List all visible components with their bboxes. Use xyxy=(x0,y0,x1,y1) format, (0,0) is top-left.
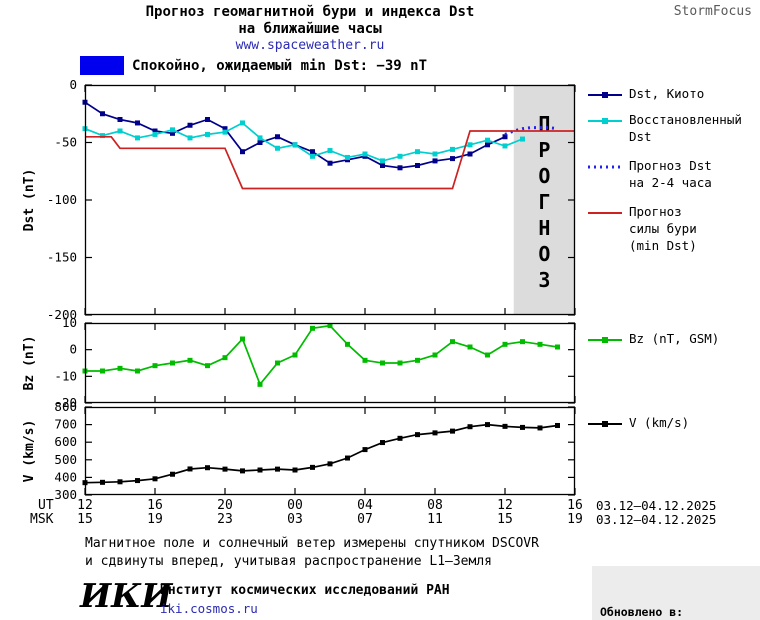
dscovr-note-line2: и сдвинуты вперед, учитывая распростране… xyxy=(85,554,492,569)
ut-tick-row: UT 03.12–04.12.2025 12 16 20 00 04 08 12 16 xyxy=(0,498,760,513)
legend-label-v: V (km/s) xyxy=(629,415,690,430)
x-tick-label: 20 xyxy=(217,498,233,513)
stormfocus-brand: StormFocus xyxy=(673,4,752,19)
x-tick-label: 15 xyxy=(497,512,513,527)
dst-kyoto-swatch-icon xyxy=(588,92,622,98)
x-tick-label: 04 xyxy=(357,498,373,513)
svg-text:400: 400 xyxy=(54,469,77,484)
svg-text:Bz (nT): Bz (nT) xyxy=(22,336,37,391)
svg-text:-20: -20 xyxy=(54,395,77,410)
dscovr-note-line1: Магнитное поле и солнечный ветер измерен… xyxy=(85,536,539,551)
legend-restored-dst: Восстановленный Dst xyxy=(588,112,742,146)
dst-plot: П Р О Г Н О З 0 -50 -100 -150 -200 Dst (nT) xyxy=(22,77,576,322)
iki-link[interactable]: iki.cosmos.ru xyxy=(160,601,258,616)
x-tick-label: 03 xyxy=(287,512,303,527)
svg-text:V (km/s): V (km/s) xyxy=(22,420,37,483)
svg-text:500: 500 xyxy=(54,452,77,467)
svg-text:-200: -200 xyxy=(47,307,77,322)
forecast-dst-swatch-icon xyxy=(588,165,622,169)
svg-text:Dst (nT): Dst (nT) xyxy=(22,169,37,232)
x-tick-label: 15 xyxy=(77,512,93,527)
x-tick-label: 23 xyxy=(217,512,233,527)
legend-dst-kyoto: Dst, Киото xyxy=(588,86,704,103)
x-tick-label: 11 xyxy=(427,512,443,527)
x-tick-label: 19 xyxy=(147,512,163,527)
svg-text:10: 10 xyxy=(62,315,77,330)
v-swatch-icon xyxy=(588,421,622,427)
x-tick-label: 12 xyxy=(77,498,93,513)
legend-label-dst-kyoto: Dst, Киото xyxy=(629,86,705,101)
svg-text:-150: -150 xyxy=(47,250,77,265)
legend-label-forecast-dst: Прогноз Dst на 2-4 часа xyxy=(629,158,712,190)
svg-text:-50: -50 xyxy=(54,135,77,150)
forecast-strength-swatch-icon xyxy=(588,212,622,214)
storm-level-swatch xyxy=(80,56,124,75)
x-tick-label: 16 xyxy=(147,498,163,513)
storm-level-label: Спокойно, ожидаемый min Dst: −39 nT xyxy=(132,58,428,74)
svg-text:-10: -10 xyxy=(54,368,77,383)
x-tick-label: 00 xyxy=(287,498,303,513)
institute-name: Институт космических исследований РАН xyxy=(160,583,450,598)
msk-tick-row: MSK 03.12–04.12.2025 15 19 23 03 07 11 15 19 xyxy=(0,512,760,527)
svg-text:600: 600 xyxy=(54,434,77,449)
ut-axis-label: UT xyxy=(38,498,54,513)
restored-dst-swatch-icon xyxy=(588,118,622,124)
ut-date-range: 03.12–04.12.2025 xyxy=(596,498,717,513)
svg-text:0: 0 xyxy=(69,77,77,92)
page-title-line1: Прогноз геомагнитной бури и индекса Dst xyxy=(145,4,475,20)
x-tick-label: 07 xyxy=(357,512,373,527)
legend-bz: Bz (nT, GSM) xyxy=(588,331,719,348)
v-plot: 800 700 600 500 400 300 V (km/s) xyxy=(22,399,576,502)
msk-axis-label: MSK xyxy=(30,512,54,527)
bz-swatch-icon xyxy=(588,337,622,343)
legend-label-bz: Bz (nT, GSM) xyxy=(629,331,720,346)
updated-box: Обновлено в: UT 12:05, 04.12.2025 MSK 15… xyxy=(592,566,760,620)
legend-v: V (km/s) xyxy=(588,415,689,432)
updated-title: Обновлено в: xyxy=(600,604,684,619)
legend-label-restored-dst: Восстановленный Dst xyxy=(629,112,742,144)
bz-plot: 10 0 -10 -20 Bz (nT) xyxy=(22,315,576,410)
x-tick-label: 12 xyxy=(497,498,513,513)
iki-logo: ИКИ xyxy=(80,576,173,615)
legend-forecast-strength: Прогноз силы бури (min Dst) xyxy=(588,204,697,255)
legend-forecast-dst: Прогноз Dst на 2-4 часа xyxy=(588,158,712,192)
page-title-line2: на ближайшие часы xyxy=(238,21,382,37)
x-tick-label: 19 xyxy=(567,512,583,527)
svg-text:700: 700 xyxy=(54,417,77,432)
svg-text:300: 300 xyxy=(54,487,77,502)
msk-date-range: 03.12–04.12.2025 xyxy=(596,512,717,527)
svg-text:-100: -100 xyxy=(47,192,77,207)
spaceweather-link[interactable]: www.spaceweather.ru xyxy=(235,38,385,53)
x-tick-label: 08 xyxy=(427,498,443,513)
svg-text:800: 800 xyxy=(54,399,77,414)
legend-label-forecast-strength: Прогноз силы бури (min Dst) xyxy=(629,204,697,253)
svg-text:0: 0 xyxy=(69,342,77,357)
x-tick-label: 16 xyxy=(567,498,583,513)
